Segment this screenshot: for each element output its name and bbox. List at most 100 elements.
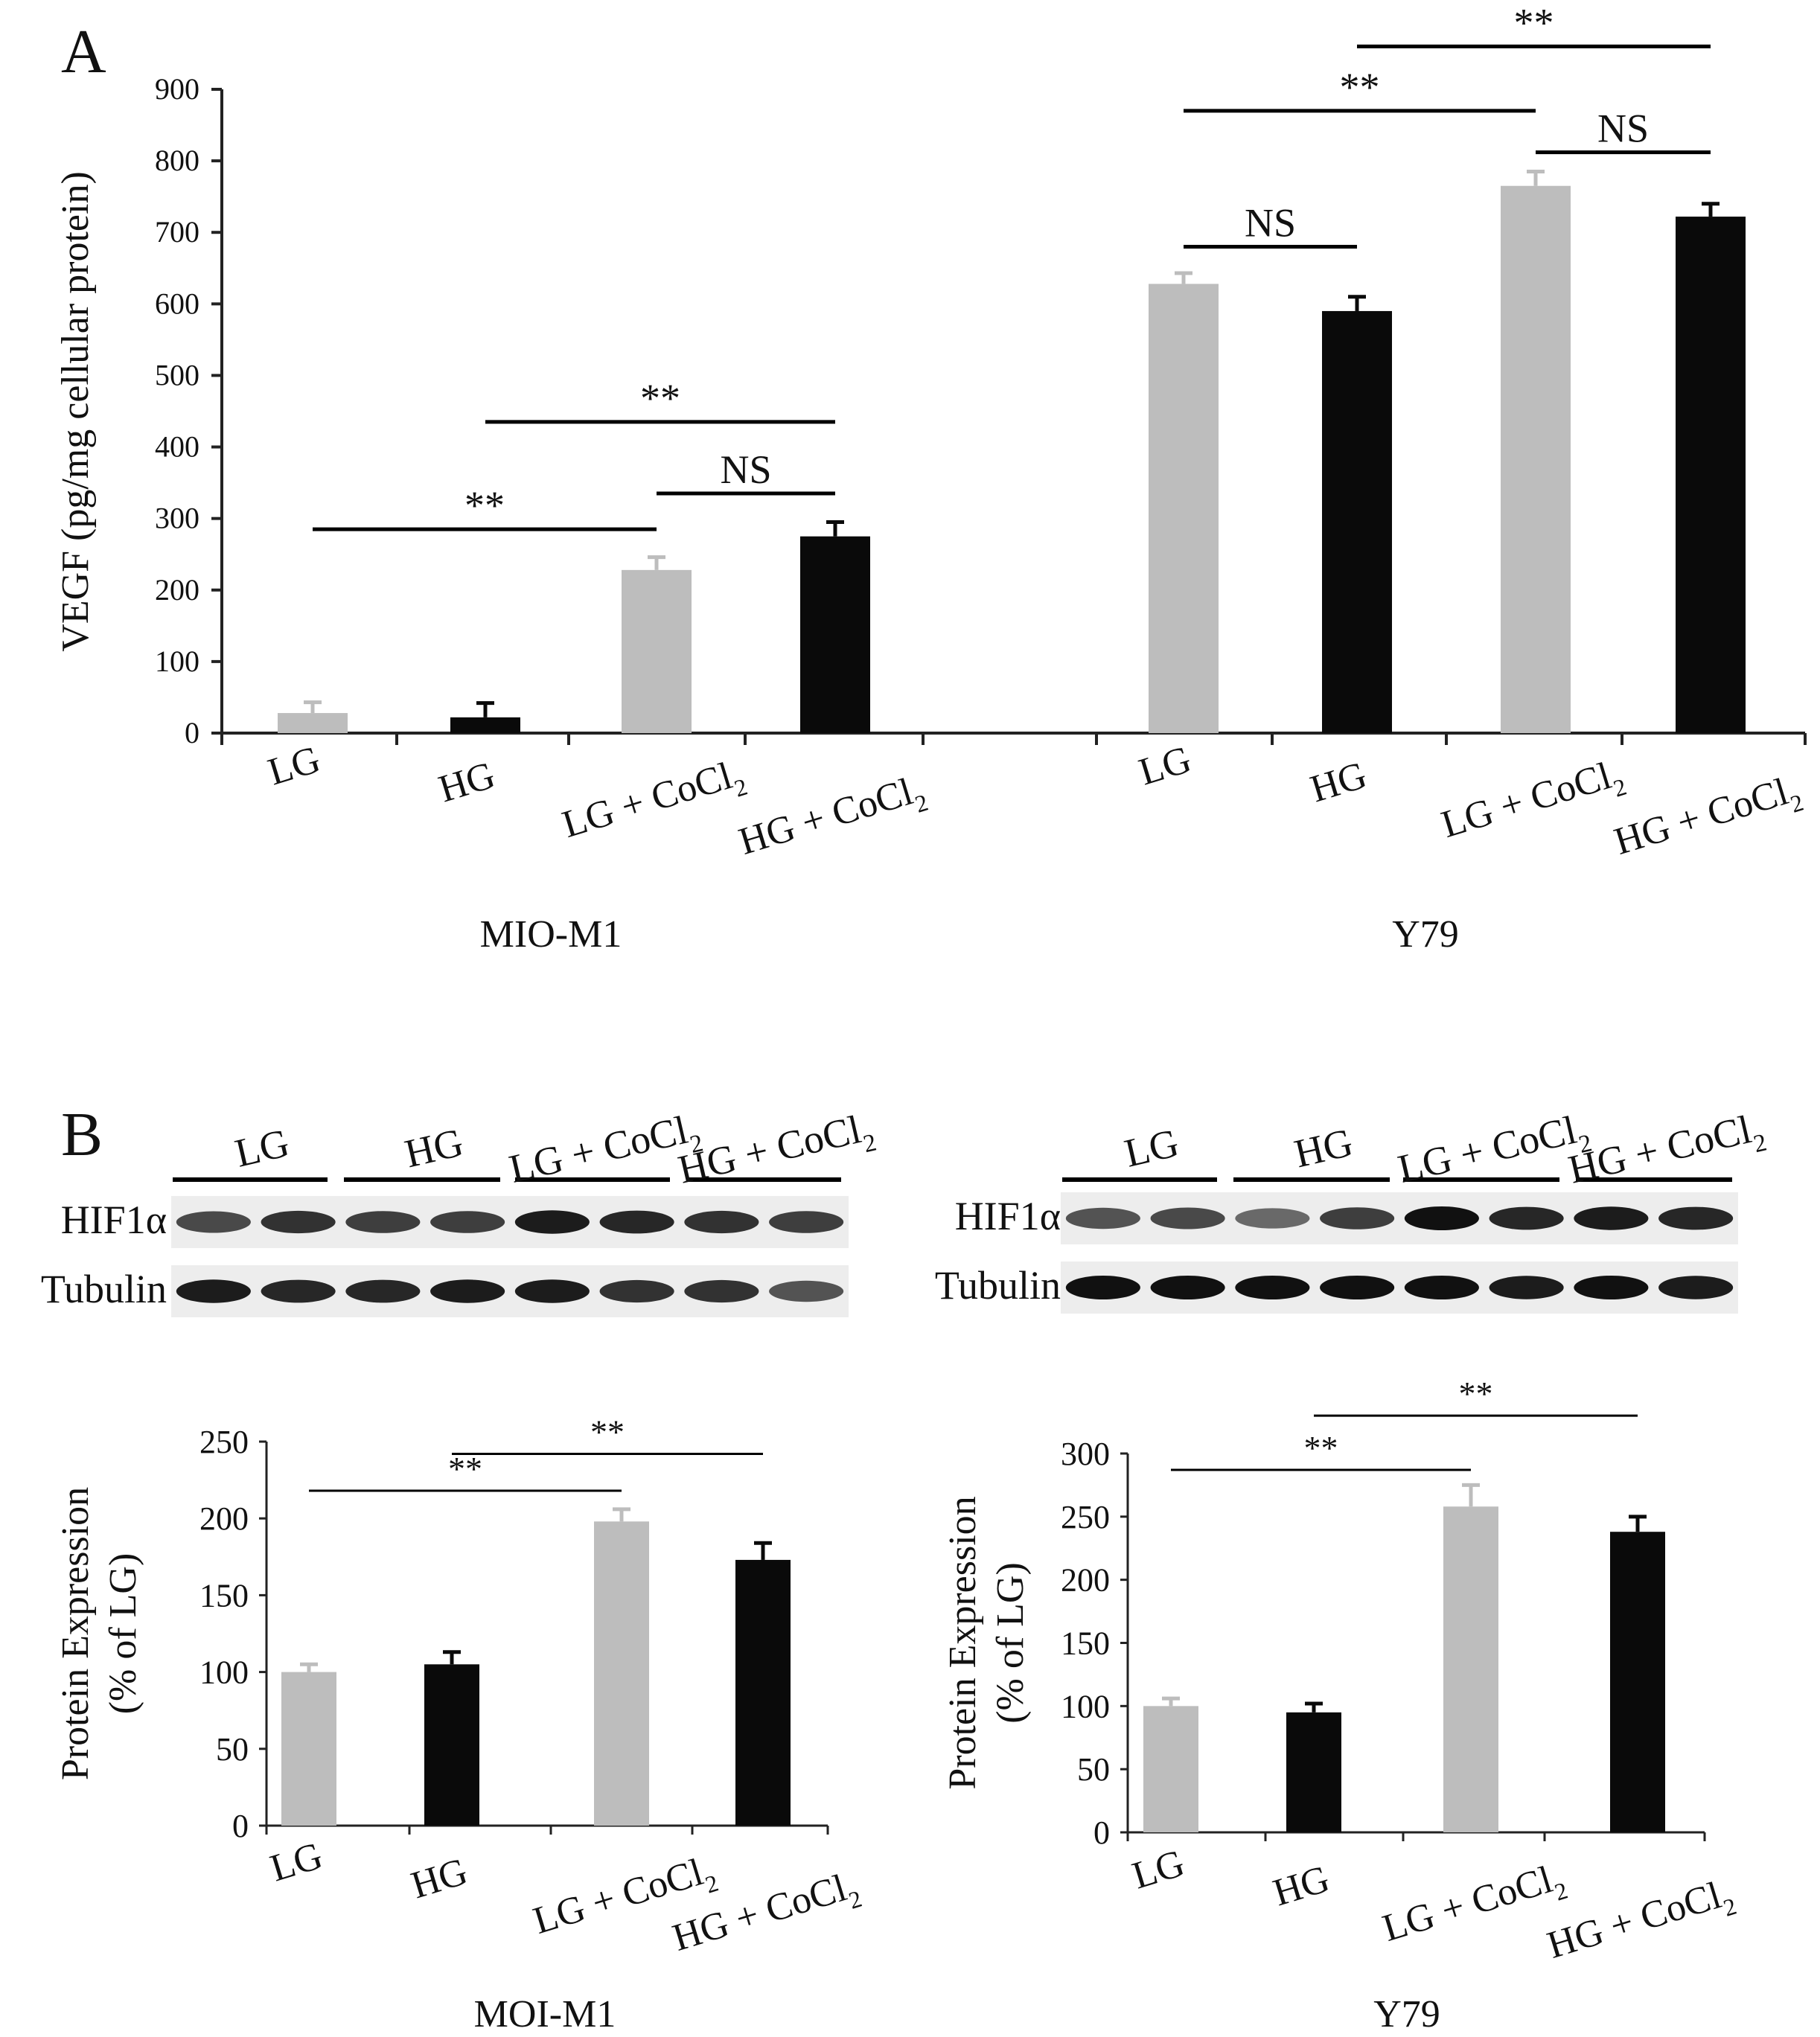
blot-band [769, 1211, 844, 1233]
x-category-label: HG + CoCl2 [1609, 767, 1807, 870]
blot-band [1658, 1206, 1734, 1230]
significance-label: ** [1304, 1429, 1338, 1467]
x-category-label: LG + CoCl2 [1437, 751, 1629, 853]
panel-a-label: A [61, 17, 106, 86]
y-tick-label: 400 [155, 430, 199, 464]
bar-panel-b-left-3 [735, 1559, 791, 1826]
significance-label: NS [1245, 200, 1296, 245]
blot-band [430, 1211, 505, 1233]
y-tick-label: 100 [199, 1654, 249, 1691]
blot-band [1235, 1208, 1310, 1229]
blot-row-label: Tubulin [935, 1263, 1061, 1308]
y-tick-label: 50 [1077, 1751, 1110, 1788]
y-tick-label: 700 [155, 215, 199, 249]
bar-mio-m1-1 [450, 717, 520, 733]
y-tick-label: 150 [199, 1577, 249, 1614]
lane-group-label: LG + CoCl2 [1393, 1104, 1594, 1200]
blot-band [345, 1211, 421, 1233]
blot-band [261, 1210, 336, 1234]
y-tick-label: 100 [1061, 1688, 1110, 1724]
y-tick-label: 500 [155, 358, 199, 391]
y-tick-label: 50 [216, 1731, 249, 1768]
blot-band [684, 1210, 759, 1234]
blot-band [1489, 1276, 1564, 1299]
chart-title: Y79 [1373, 1993, 1440, 2036]
bar-mio-m1-2 [622, 569, 692, 733]
x-category-label: HG [434, 754, 499, 810]
blot-band [1574, 1276, 1649, 1299]
x-category-label: LG [266, 1835, 328, 1890]
y-tick-label: 0 [185, 716, 199, 749]
blot-band [176, 1279, 251, 1303]
chart-title: MOI-M1 [474, 1993, 616, 2036]
lane-group-label: LG [231, 1120, 293, 1176]
lane-group-label: LG [1120, 1120, 1183, 1176]
x-category-label: LG [1134, 738, 1196, 794]
blot-row-label: Tubulin [41, 1267, 167, 1311]
y-tick-label: 0 [232, 1808, 249, 1844]
y-tick-label: 250 [199, 1424, 249, 1460]
lane-group-label: HG [400, 1119, 467, 1176]
x-category-label: LG + CoCl2 [558, 751, 750, 853]
bar-panel-b-left-0 [281, 1672, 336, 1826]
y-axis-title-line1: Protein Expression [54, 1487, 97, 1780]
blot-band [1489, 1206, 1564, 1230]
y-tick-label: 900 [155, 72, 199, 106]
y-tick-label: 150 [1061, 1625, 1110, 1662]
y-tick-label: 300 [155, 502, 199, 535]
panel-b-right-chart: 0 50 100 150 200 250 300 Protein Expression (% o… [942, 1375, 1740, 2036]
blot-band [514, 1210, 590, 1234]
significance-label: ** [448, 1450, 482, 1488]
bar-mio-m1-3 [800, 536, 870, 733]
lane-group-label: HG + CoCl2 [1564, 1104, 1769, 1200]
y-tick-label: 600 [155, 287, 199, 320]
y-tick-label: 200 [199, 1500, 249, 1537]
bar-panel-b-right-2 [1443, 1506, 1498, 1832]
y-tick-label: 800 [155, 144, 199, 177]
bar-mio-m1-0 [278, 713, 348, 733]
x-category-label: LG [1128, 1842, 1190, 1898]
blot-band [261, 1279, 336, 1303]
lane-group-label: HG + CoCl2 [674, 1104, 878, 1200]
panel-b-left-chart: 0 50 100 150 200 250 Protein Expression (% of L… [54, 1413, 865, 2036]
x-category-label: HG [406, 1850, 472, 1907]
significance-label: ** [640, 376, 680, 420]
significance-label: ** [1459, 1375, 1493, 1413]
bar-y79-0 [1149, 284, 1219, 733]
blot-band [430, 1279, 505, 1303]
group-label-y79: Y79 [1392, 913, 1459, 956]
bar-y79-1 [1322, 310, 1392, 733]
bar-panel-b-right-0 [1143, 1706, 1198, 1832]
x-category-label: HG + CoCl2 [1542, 1870, 1740, 1974]
blot-band [1150, 1207, 1225, 1229]
blot-band [684, 1279, 759, 1303]
y-tick-label: 300 [1061, 1436, 1110, 1472]
blot-band [1065, 1207, 1140, 1229]
blot-band [1574, 1206, 1649, 1230]
x-category-label: LG [264, 738, 325, 794]
lane-group-label: HG [1290, 1119, 1356, 1176]
y-axis-title-line1: Protein Expression [942, 1496, 984, 1789]
panel-b-label: B [61, 1100, 103, 1169]
blot-band [769, 1280, 844, 1302]
y-axis-title-line2: (% of LG) [102, 1553, 144, 1715]
y-tick-label: 100 [155, 645, 199, 678]
blot-band [1065, 1276, 1140, 1299]
blot-band [345, 1279, 421, 1303]
bar-panel-b-left-1 [424, 1664, 479, 1826]
blot-band [599, 1210, 674, 1234]
significance-label: ** [1514, 0, 1554, 45]
y-tick-label: 250 [1061, 1499, 1110, 1535]
y-axis-title-line2: (% of LG) [989, 1562, 1032, 1724]
bar-y79-3 [1676, 217, 1746, 734]
significance-label: ** [590, 1413, 625, 1451]
y-tick-label: 200 [1061, 1562, 1110, 1599]
bar-y79-2 [1501, 185, 1571, 733]
bar-panel-b-right-1 [1286, 1712, 1341, 1832]
x-category-label: HG [1268, 1858, 1334, 1914]
blot-band [176, 1211, 251, 1233]
x-category-label: HG [1306, 754, 1371, 810]
